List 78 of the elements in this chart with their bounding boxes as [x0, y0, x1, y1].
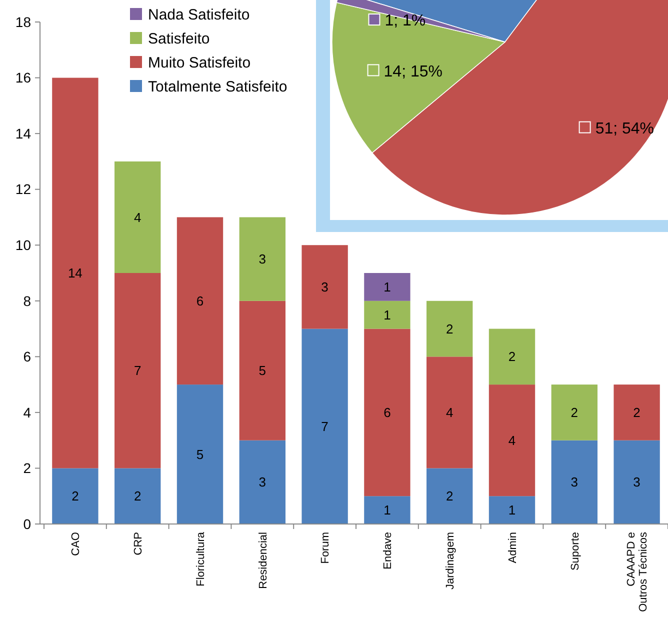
y-tick-label: 0 [23, 516, 32, 532]
data-label: 14 [68, 266, 82, 281]
y-tick-label: 12 [15, 181, 32, 198]
bar [114, 468, 161, 524]
x-tick-label: CRP [132, 532, 144, 556]
bar [426, 468, 473, 524]
y-tick-label: 2 [23, 460, 32, 476]
data-label: 7 [134, 363, 142, 378]
bar [364, 328, 410, 496]
bar [302, 245, 348, 329]
bar [488, 384, 536, 496]
x-tick-label: Jardinagem [444, 532, 456, 590]
bar [551, 384, 598, 440]
data-label: 51; 54% [595, 120, 654, 138]
bar [114, 161, 161, 273]
y-tick-label: 4 [23, 404, 32, 420]
data-label: 2 [633, 404, 640, 420]
data-label: 1 [384, 502, 391, 518]
data-label: 2 [446, 321, 454, 336]
data-label: 4 [446, 404, 454, 420]
y-tick-label: 6 [23, 348, 32, 365]
data-label: 3 [258, 474, 266, 490]
data-label: 2 [570, 404, 578, 420]
data-label: 3 [570, 474, 578, 490]
data-label: 14; 15% [384, 63, 443, 80]
bar [364, 273, 410, 301]
x-tick-label: Residencial [257, 532, 270, 589]
bar [426, 356, 473, 468]
bar [302, 328, 348, 524]
data-label: 7 [321, 418, 328, 434]
data-label: 6 [384, 404, 391, 420]
bar [239, 217, 286, 301]
x-tick-label: Floricultura [194, 531, 207, 586]
bar [52, 78, 98, 468]
y-tick-label: 10 [15, 237, 32, 254]
bar [52, 468, 98, 524]
bar [176, 217, 224, 385]
x-tick-label: CAO [70, 532, 82, 556]
y-tick-label: 8 [23, 292, 32, 309]
bar [614, 384, 660, 440]
bar [488, 328, 536, 385]
legend-label: Satisfeito [148, 30, 210, 48]
data-label: 2 [446, 488, 454, 504]
x-tick-label: CAAAPD e Outros Técnicos [626, 532, 650, 612]
legend-label: Totalmente Satisfeito [148, 78, 288, 96]
data-label: 1 [384, 279, 391, 294]
data-label: 3 [321, 279, 328, 294]
x-tick-label: Forum [320, 532, 332, 564]
data-label: 2 [72, 488, 79, 504]
bar [551, 440, 598, 524]
x-tick-label: Endave [382, 532, 394, 570]
data-label: 5 [196, 446, 204, 462]
data-label: 5 [258, 363, 266, 378]
data-label: 1 [508, 502, 516, 518]
bar [364, 300, 410, 329]
data-label: 4 [134, 210, 142, 225]
bar [488, 496, 536, 524]
legend-label: Nada Satisfeito [148, 6, 250, 24]
bar [176, 384, 224, 524]
bar [364, 496, 410, 524]
data-label: 2 [508, 349, 516, 364]
data-label: 4 [508, 432, 516, 448]
data-label: 6 [196, 293, 204, 308]
x-tick-label: Suporte [569, 532, 582, 571]
bar [239, 440, 286, 524]
y-tick-label: 14 [15, 125, 32, 142]
data-label: 3 [258, 252, 266, 267]
bar [114, 273, 161, 468]
data-label: 2 [134, 488, 142, 504]
x-tick-label: Admin [506, 532, 519, 564]
y-tick-label: 16 [15, 70, 32, 86]
legend-label: Muito Satisfeito [148, 54, 251, 72]
bar [426, 300, 473, 357]
y-tick-label: 18 [15, 14, 32, 30]
bar [239, 300, 286, 440]
bar [614, 440, 660, 524]
data-label: 1 [384, 307, 391, 322]
data-label: 3 [633, 474, 640, 490]
